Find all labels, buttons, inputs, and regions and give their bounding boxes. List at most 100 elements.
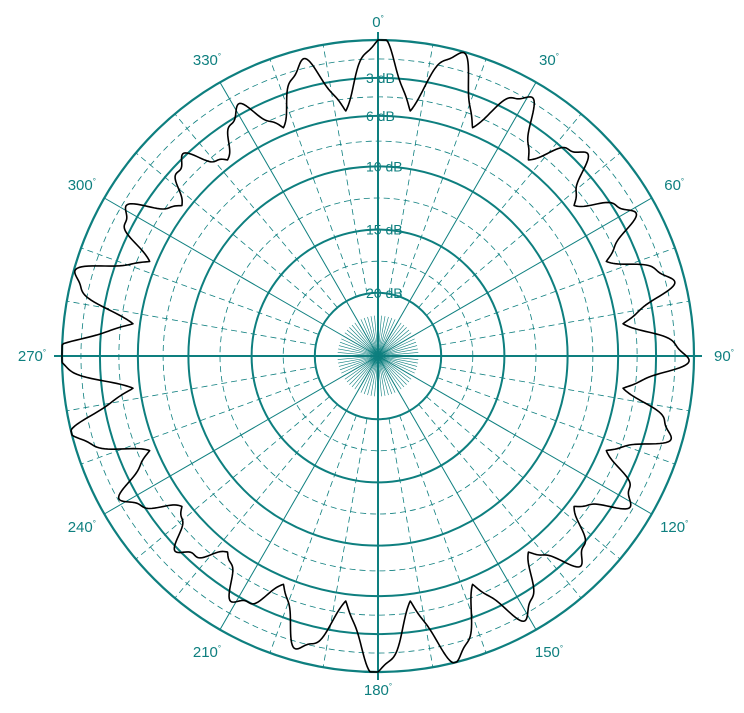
center-tick (377, 315, 382, 357)
angle-label: 90° (714, 348, 734, 365)
center-tick (377, 355, 396, 393)
angle-label: 300° (68, 177, 96, 194)
angle-label: 210° (193, 644, 221, 661)
center-tick (377, 348, 418, 357)
center-tick (354, 355, 379, 390)
ring-label: 15 dB (366, 222, 403, 238)
grid-spoke-dashed (437, 377, 676, 465)
pattern-series (61, 39, 690, 673)
center-tick (377, 355, 393, 395)
grid-spoke-dashed (269, 415, 357, 654)
center-tick (337, 355, 379, 360)
center-tick (377, 345, 418, 357)
center-tick (377, 355, 412, 380)
degree-mark: ° (560, 644, 563, 653)
center-tick (360, 319, 379, 357)
center-tick (339, 355, 379, 371)
center-tick (377, 355, 402, 390)
angle-label: 270° (18, 348, 46, 365)
angle-label: 0° (372, 14, 384, 31)
degree-mark: ° (685, 519, 688, 528)
ring-label: 20 dB (366, 285, 403, 301)
center-tick (377, 329, 410, 357)
center-tick (342, 335, 379, 357)
angle-label: 60° (664, 177, 684, 194)
degree-mark: ° (93, 519, 96, 528)
center-tick (377, 355, 419, 360)
center-tick (377, 316, 386, 357)
center-tick (344, 332, 379, 357)
center-tick (377, 335, 414, 357)
ring-label: 10 dB (366, 158, 403, 174)
grid-spoke (219, 82, 379, 357)
center-tick (341, 338, 379, 357)
center-tick (344, 355, 379, 380)
angle-label: 30° (539, 52, 559, 69)
center-tick (377, 316, 389, 357)
grid-ring (313, 291, 443, 421)
grid-spoke-dashed (66, 366, 316, 412)
center-tick (346, 355, 379, 383)
degree-mark: ° (556, 52, 559, 61)
grid-spoke (377, 82, 537, 357)
grid-ring (187, 165, 569, 547)
center-tick (377, 327, 407, 357)
degree-mark: ° (731, 348, 734, 357)
grid-ring (98, 76, 658, 636)
center-tick (351, 355, 379, 388)
grid-spoke (104, 355, 379, 515)
center-tick (377, 355, 418, 364)
center-tick (370, 355, 379, 396)
center-tick (338, 355, 379, 364)
center-tick (377, 338, 415, 357)
grid-ring (136, 114, 620, 598)
grid-ring (250, 228, 506, 484)
center-tick (338, 348, 379, 357)
center-tick (342, 355, 379, 377)
center-tick (377, 355, 410, 383)
center-tick (354, 322, 379, 357)
grid-spoke (377, 355, 652, 515)
degree-mark: ° (218, 52, 221, 61)
grid-spoke-dashed (418, 113, 582, 308)
center-tick (346, 329, 379, 357)
degree-mark: ° (389, 682, 392, 691)
center-tick (363, 355, 379, 395)
angle-label: 120° (660, 519, 688, 536)
grid-spoke-dashed (388, 418, 434, 668)
ring-label: 3 dB (366, 70, 395, 86)
center-tick (341, 355, 379, 374)
angle-label: 240° (68, 519, 96, 536)
grid-spoke (104, 197, 379, 357)
grid-spoke-dashed (426, 152, 621, 316)
center-tick (349, 327, 379, 357)
center-tick (337, 352, 379, 357)
grid-spoke-dashed (135, 152, 330, 316)
grid-spoke (377, 355, 537, 630)
center-tick (377, 322, 402, 357)
center-tick (374, 315, 379, 357)
center-tick (377, 320, 399, 357)
center-tick (357, 355, 379, 392)
grid-spoke-dashed (269, 58, 357, 297)
grid-spoke-dashed (66, 300, 316, 346)
angle-label: 180° (364, 682, 392, 699)
grid-spoke-dashed (440, 300, 690, 346)
ring-labels: 3 dB 6 dB 10 dB 15 dB 20 dB (366, 70, 403, 301)
grid-spoke-dashed (80, 247, 319, 335)
center-tick (367, 355, 379, 396)
center-tick (367, 316, 379, 357)
center-tick (357, 320, 379, 357)
degree-mark: ° (218, 644, 221, 653)
center-tick (377, 355, 382, 397)
angle-labels: 0° 30° 60° 90° 120° 150° 180° 210° 240° 270° 300° 3… (18, 14, 734, 699)
center-tick (374, 355, 379, 397)
grid-spoke-dashed (322, 44, 368, 294)
grid-spoke-dashed (399, 58, 487, 297)
angle-label: 150° (535, 644, 563, 661)
center-tick (360, 355, 379, 393)
center-tick (377, 332, 412, 357)
grid-spoke-dashed (135, 396, 330, 560)
grid-spoke (219, 355, 379, 630)
